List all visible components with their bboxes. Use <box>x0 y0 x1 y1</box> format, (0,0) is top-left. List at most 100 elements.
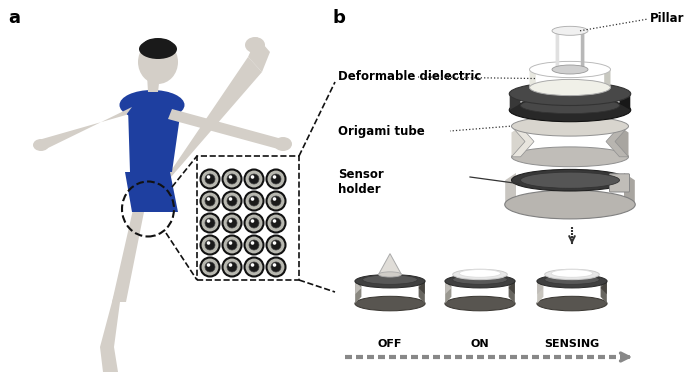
Circle shape <box>251 219 254 223</box>
Polygon shape <box>445 281 451 294</box>
Polygon shape <box>512 126 534 157</box>
Ellipse shape <box>545 269 599 280</box>
Circle shape <box>205 174 215 184</box>
Circle shape <box>271 174 281 184</box>
Circle shape <box>273 263 276 267</box>
Ellipse shape <box>143 38 173 52</box>
Circle shape <box>273 197 276 201</box>
Circle shape <box>201 257 219 276</box>
Ellipse shape <box>119 90 184 120</box>
Ellipse shape <box>274 137 292 151</box>
Ellipse shape <box>453 275 508 284</box>
Circle shape <box>223 192 242 211</box>
Text: SENSING: SENSING <box>545 339 599 349</box>
Polygon shape <box>606 126 629 157</box>
Polygon shape <box>601 277 607 303</box>
Ellipse shape <box>552 65 588 74</box>
Circle shape <box>273 241 276 245</box>
Polygon shape <box>601 281 607 294</box>
Polygon shape <box>355 277 362 303</box>
Circle shape <box>227 174 237 184</box>
Polygon shape <box>506 173 516 204</box>
Polygon shape <box>100 257 126 347</box>
Circle shape <box>249 240 259 250</box>
Ellipse shape <box>537 274 607 288</box>
Polygon shape <box>128 92 182 172</box>
Circle shape <box>223 257 242 276</box>
Text: Deformable dielectric: Deformable dielectric <box>338 70 482 84</box>
Circle shape <box>251 175 254 179</box>
Circle shape <box>271 240 281 250</box>
Circle shape <box>205 218 215 228</box>
Ellipse shape <box>139 39 177 59</box>
Circle shape <box>223 214 242 233</box>
Ellipse shape <box>521 98 619 114</box>
Ellipse shape <box>245 37 265 53</box>
Circle shape <box>245 236 264 255</box>
Ellipse shape <box>505 190 635 219</box>
Circle shape <box>249 174 259 184</box>
Circle shape <box>223 236 242 255</box>
Ellipse shape <box>509 82 631 106</box>
Polygon shape <box>530 65 536 87</box>
Ellipse shape <box>445 274 515 288</box>
Polygon shape <box>581 29 584 70</box>
Ellipse shape <box>355 274 425 288</box>
Circle shape <box>245 214 264 233</box>
Ellipse shape <box>537 296 607 311</box>
Polygon shape <box>508 281 515 294</box>
Circle shape <box>271 218 281 228</box>
Polygon shape <box>42 107 132 149</box>
Ellipse shape <box>530 79 610 96</box>
Text: Pillar: Pillar <box>650 12 684 26</box>
Circle shape <box>271 196 281 206</box>
Polygon shape <box>508 277 515 303</box>
Circle shape <box>229 241 232 245</box>
Circle shape <box>245 192 264 211</box>
Circle shape <box>271 262 281 272</box>
Polygon shape <box>615 123 629 157</box>
Circle shape <box>227 262 237 272</box>
Polygon shape <box>248 37 270 72</box>
Ellipse shape <box>521 172 619 188</box>
Circle shape <box>249 262 259 272</box>
Circle shape <box>245 257 264 276</box>
Circle shape <box>273 219 276 223</box>
Circle shape <box>229 197 232 201</box>
Circle shape <box>207 219 210 223</box>
Polygon shape <box>604 65 610 87</box>
Circle shape <box>251 263 254 267</box>
Ellipse shape <box>512 170 629 191</box>
Ellipse shape <box>530 62 610 78</box>
Circle shape <box>201 170 219 188</box>
Ellipse shape <box>453 269 508 280</box>
Circle shape <box>207 175 210 179</box>
Polygon shape <box>419 281 425 294</box>
Polygon shape <box>145 57 262 209</box>
Polygon shape <box>537 281 543 294</box>
Ellipse shape <box>33 139 49 151</box>
Circle shape <box>251 197 254 201</box>
Circle shape <box>229 219 232 223</box>
Circle shape <box>273 175 276 179</box>
Circle shape <box>229 175 232 179</box>
Ellipse shape <box>545 275 599 284</box>
Circle shape <box>201 236 219 255</box>
Polygon shape <box>510 87 521 110</box>
Ellipse shape <box>355 296 425 311</box>
Ellipse shape <box>138 40 178 84</box>
Polygon shape <box>168 109 282 149</box>
Text: Origami tube: Origami tube <box>338 125 425 137</box>
Circle shape <box>227 218 237 228</box>
Ellipse shape <box>509 98 631 122</box>
Polygon shape <box>624 173 635 204</box>
Circle shape <box>249 196 259 206</box>
Polygon shape <box>112 192 148 302</box>
Text: a: a <box>8 9 20 27</box>
Circle shape <box>227 240 237 250</box>
Circle shape <box>201 192 219 211</box>
Ellipse shape <box>379 272 401 277</box>
Circle shape <box>207 197 210 201</box>
Circle shape <box>251 241 254 245</box>
Circle shape <box>205 240 215 250</box>
